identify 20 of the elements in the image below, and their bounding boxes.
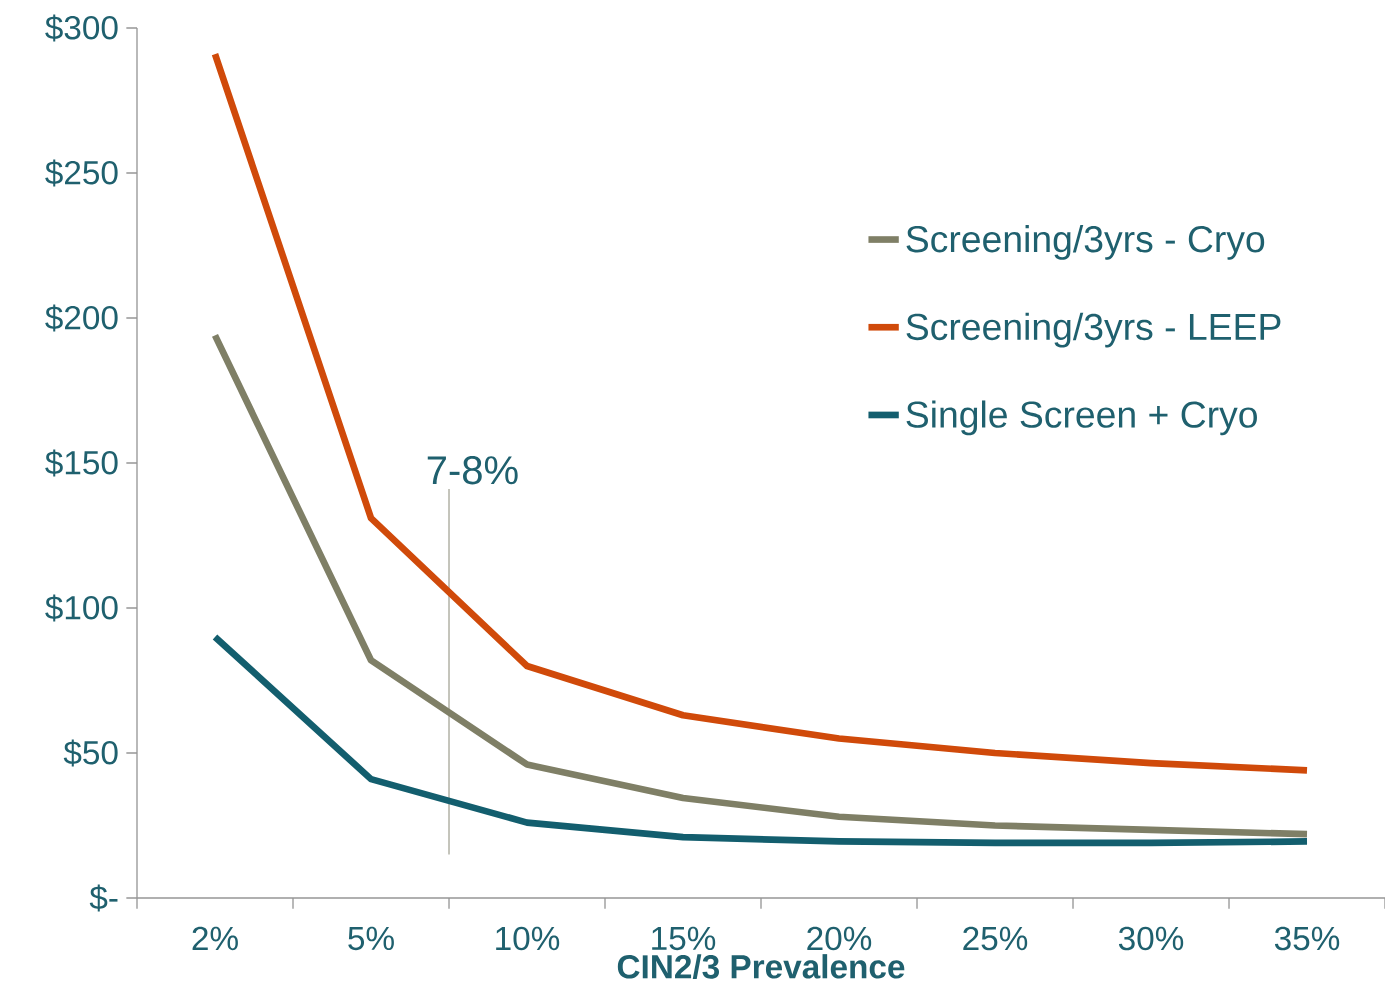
legend-label: Single Screen + Cryo [906, 400, 1257, 436]
y-tick-label: $100 [45, 594, 118, 622]
legend-label: Screening/3yrs - LEEP [906, 312, 1281, 348]
x-tick-label: 20% [807, 926, 872, 951]
y-tick-label: $300 [45, 14, 118, 42]
x-tick-label: 15% [652, 926, 716, 951]
x-tick-label: 5% [348, 926, 394, 951]
x-tick-label: 35% [1274, 926, 1340, 951]
x-tick-label: 25% [963, 926, 1028, 951]
y-tick-label: $200 [45, 304, 118, 332]
x-tick-label: 30% [1118, 926, 1184, 951]
legend-label: Screening/3yrs - Cryo [906, 225, 1265, 260]
y-tick-label: $150 [45, 449, 118, 477]
x-tick-label: 10% [496, 926, 560, 951]
x-tick-label: 2% [192, 926, 238, 951]
y-tick-label: $50 [63, 739, 118, 767]
x-axis-title: CIN2/3 Prevalence [617, 954, 905, 979]
y-tick-label: $250 [45, 159, 118, 187]
y-tick-label: $- [89, 884, 118, 912]
annotation: 7-8% [427, 456, 518, 485]
